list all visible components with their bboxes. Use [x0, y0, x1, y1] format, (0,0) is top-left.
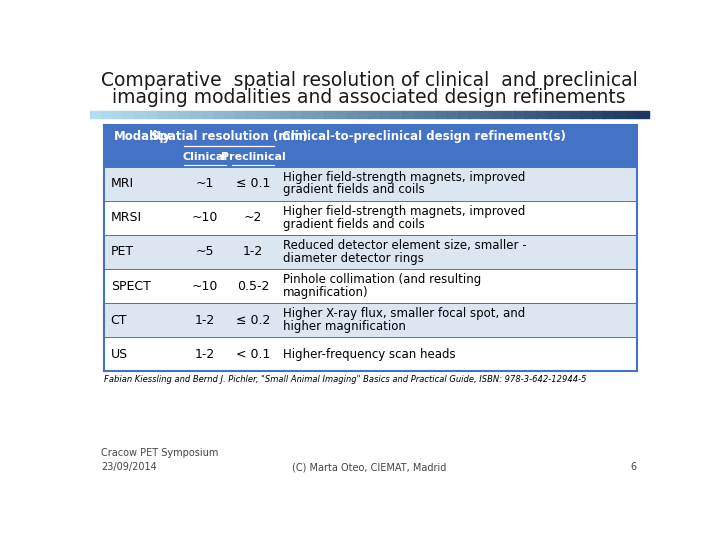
Text: 1-2: 1-2: [243, 245, 264, 259]
Bar: [246, 111, 258, 118]
Bar: [145, 111, 158, 118]
Bar: [280, 111, 292, 118]
Text: Modality: Modality: [114, 130, 171, 143]
Text: ~10: ~10: [192, 211, 218, 224]
Bar: [570, 111, 582, 118]
Text: Higher field-strength magnets, improved: Higher field-strength magnets, improved: [283, 171, 525, 184]
Bar: [347, 111, 359, 118]
Text: ~10: ~10: [192, 280, 218, 293]
Bar: [514, 111, 526, 118]
Bar: [112, 111, 124, 118]
Bar: [358, 111, 369, 118]
Text: ≤ 0.2: ≤ 0.2: [236, 314, 270, 327]
Text: US: US: [111, 348, 127, 361]
Text: Higher X-ray flux, smaller focal spot, and: Higher X-ray flux, smaller focal spot, a…: [283, 307, 525, 320]
Bar: [101, 111, 113, 118]
Bar: [258, 111, 269, 118]
Text: SPECT: SPECT: [111, 280, 150, 293]
Text: 1-2: 1-2: [195, 314, 215, 327]
Bar: [536, 111, 548, 118]
Bar: [124, 111, 135, 118]
Text: diameter detector rings: diameter detector rings: [283, 252, 423, 265]
Text: Comparative  spatial resolution of clinical  and preclinical: Comparative spatial resolution of clinic…: [101, 71, 637, 90]
Bar: [179, 111, 191, 118]
Bar: [104, 125, 637, 167]
Text: ~2: ~2: [244, 211, 262, 224]
Text: CT: CT: [111, 314, 127, 327]
Text: Pinhole collimation (and resulting: Pinhole collimation (and resulting: [283, 273, 481, 286]
Text: 0.5-2: 0.5-2: [237, 280, 269, 293]
Bar: [436, 111, 448, 118]
Bar: [413, 111, 426, 118]
Bar: [637, 111, 649, 118]
Bar: [402, 111, 414, 118]
Bar: [469, 111, 481, 118]
Bar: [291, 111, 302, 118]
Bar: [324, 111, 336, 118]
Bar: [459, 111, 470, 118]
Text: ~5: ~5: [196, 245, 215, 259]
Text: MRSI: MRSI: [111, 211, 142, 224]
Bar: [224, 111, 235, 118]
Text: ≤ 0.1: ≤ 0.1: [236, 177, 270, 190]
Bar: [615, 111, 626, 118]
Bar: [392, 111, 403, 118]
Text: Cracow PET Symposium
23/09/2014: Cracow PET Symposium 23/09/2014: [101, 448, 219, 472]
Text: gradient fields and coils: gradient fields and coils: [283, 184, 425, 197]
Text: 1-2: 1-2: [195, 348, 215, 361]
Text: Higher-frequency scan heads: Higher-frequency scan heads: [283, 348, 455, 361]
Bar: [104, 167, 637, 201]
Text: < 0.1: < 0.1: [236, 348, 270, 361]
Bar: [626, 111, 637, 118]
Bar: [168, 111, 180, 118]
Bar: [213, 111, 225, 118]
Bar: [593, 111, 604, 118]
Text: Clinical-to-preclinical design refinement(s): Clinical-to-preclinical design refinemen…: [282, 130, 565, 143]
Bar: [526, 111, 537, 118]
Text: Reduced detector element size, smaller -: Reduced detector element size, smaller -: [283, 239, 526, 252]
Text: higher magnification: higher magnification: [283, 320, 405, 333]
Text: PET: PET: [111, 245, 134, 259]
Text: Fabian Kiessling and Bernd J. Pichler, "Small Animal Imaging" Basics and Practic: Fabian Kiessling and Bernd J. Pichler, "…: [104, 375, 587, 383]
Bar: [104, 269, 637, 303]
Bar: [559, 111, 570, 118]
Bar: [603, 111, 615, 118]
Bar: [492, 111, 503, 118]
Bar: [104, 337, 637, 371]
Bar: [481, 111, 492, 118]
Text: Spatial resolution (mm): Spatial resolution (mm): [150, 130, 307, 143]
Bar: [157, 111, 168, 118]
Text: (C) Marta Oteo, CIEMAT, Madrid: (C) Marta Oteo, CIEMAT, Madrid: [292, 462, 446, 472]
Text: 6: 6: [631, 462, 637, 472]
Text: gradient fields and coils: gradient fields and coils: [283, 218, 425, 231]
Bar: [581, 111, 593, 118]
Bar: [104, 201, 637, 235]
Text: imaging modalities and associated design refinements: imaging modalities and associated design…: [112, 87, 626, 107]
Text: magnification): magnification): [283, 286, 369, 299]
Bar: [90, 111, 102, 118]
Text: ~1: ~1: [196, 177, 215, 190]
Bar: [447, 111, 459, 118]
Bar: [547, 111, 559, 118]
Text: Higher field-strength magnets, improved: Higher field-strength magnets, improved: [283, 205, 525, 218]
Bar: [380, 111, 392, 118]
Bar: [104, 303, 637, 337]
Bar: [503, 111, 515, 118]
Bar: [235, 111, 247, 118]
Text: Preclinical: Preclinical: [221, 152, 286, 163]
Text: MRI: MRI: [111, 177, 134, 190]
Bar: [425, 111, 436, 118]
Bar: [104, 235, 637, 269]
Bar: [369, 111, 381, 118]
Bar: [190, 111, 202, 118]
Bar: [302, 111, 314, 118]
Bar: [269, 111, 280, 118]
Bar: [313, 111, 325, 118]
Text: Clinical: Clinical: [183, 152, 228, 163]
Bar: [202, 111, 213, 118]
Bar: [135, 111, 146, 118]
Bar: [336, 111, 347, 118]
